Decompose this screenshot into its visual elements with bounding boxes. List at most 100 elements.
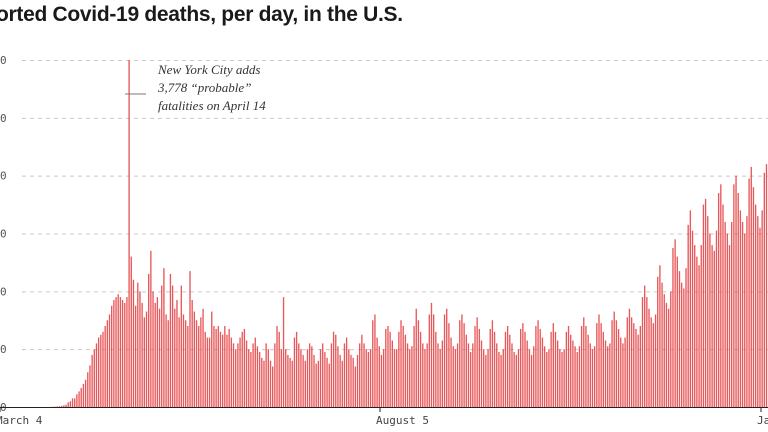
bar — [724, 221, 726, 407]
bar — [348, 349, 350, 407]
bar — [161, 285, 163, 407]
bar — [600, 323, 602, 407]
bar — [509, 334, 511, 407]
bar — [670, 291, 672, 407]
bar — [376, 337, 378, 407]
bar — [385, 328, 387, 407]
bar — [437, 343, 439, 407]
bar — [413, 326, 415, 407]
bar — [178, 317, 180, 407]
bar — [722, 204, 724, 407]
bar — [152, 291, 154, 407]
bar — [604, 340, 607, 407]
bar — [737, 193, 739, 407]
bar — [487, 349, 489, 407]
bar — [295, 331, 298, 407]
bar — [165, 314, 167, 407]
bar — [113, 300, 115, 407]
bar — [391, 340, 393, 407]
bar — [654, 314, 657, 407]
bar — [89, 365, 91, 407]
bar — [378, 346, 380, 407]
y-tick-label: 0 — [0, 228, 7, 241]
bar — [452, 346, 454, 407]
bar — [709, 233, 711, 407]
bar — [324, 352, 326, 407]
bar — [650, 317, 652, 407]
bar — [461, 314, 463, 407]
bar — [243, 328, 246, 407]
bar — [620, 337, 622, 407]
bar — [520, 328, 522, 407]
bar — [341, 360, 343, 407]
bar — [330, 343, 333, 407]
bar — [111, 305, 113, 407]
bar — [141, 302, 143, 407]
bar — [291, 360, 293, 407]
bar — [84, 379, 87, 407]
bar — [276, 326, 278, 407]
bar — [78, 391, 80, 407]
bar — [104, 326, 106, 407]
bar — [211, 311, 213, 407]
bar — [258, 352, 261, 407]
bar — [711, 245, 713, 407]
bar — [672, 247, 674, 407]
bar — [204, 331, 206, 407]
bar — [345, 337, 348, 407]
bar — [485, 354, 487, 407]
bar — [720, 184, 722, 407]
bar — [602, 331, 605, 407]
bar — [63, 405, 65, 407]
bar — [398, 331, 400, 407]
bar — [617, 328, 620, 407]
bar — [359, 343, 361, 407]
bar — [267, 349, 269, 407]
bar — [167, 320, 169, 407]
bar — [191, 300, 193, 407]
bar — [115, 297, 117, 407]
bar — [574, 346, 576, 407]
bar — [193, 311, 196, 407]
bar — [134, 305, 137, 407]
bar — [750, 166, 752, 407]
bar — [741, 221, 744, 407]
bar — [213, 326, 215, 407]
bar — [121, 300, 124, 407]
bar — [415, 308, 417, 407]
bar — [402, 326, 404, 407]
y-tick-label: 0 — [0, 285, 7, 298]
bar — [504, 331, 507, 407]
bar — [524, 331, 526, 407]
bar — [298, 343, 300, 407]
bar — [202, 308, 204, 407]
bar — [337, 346, 339, 407]
bar — [293, 337, 296, 407]
bar — [426, 343, 428, 407]
bar — [280, 349, 283, 407]
bar — [535, 326, 537, 407]
bar — [361, 334, 363, 407]
bar — [459, 320, 461, 407]
bar — [139, 291, 141, 407]
bar — [269, 360, 272, 407]
bar — [456, 343, 459, 407]
bar — [541, 337, 544, 407]
bar — [74, 398, 76, 407]
bar — [687, 224, 689, 407]
bar — [761, 210, 763, 407]
bar — [206, 337, 209, 407]
bar — [95, 343, 98, 407]
bar — [150, 250, 152, 407]
bar — [465, 334, 467, 407]
bar — [744, 233, 746, 407]
bar — [733, 184, 735, 407]
bar — [180, 285, 182, 407]
bar — [65, 404, 67, 407]
bar — [289, 357, 291, 407]
bar — [252, 343, 254, 407]
bar — [154, 302, 156, 407]
bar — [554, 331, 557, 407]
x-tick-label: August 5 — [376, 414, 429, 427]
